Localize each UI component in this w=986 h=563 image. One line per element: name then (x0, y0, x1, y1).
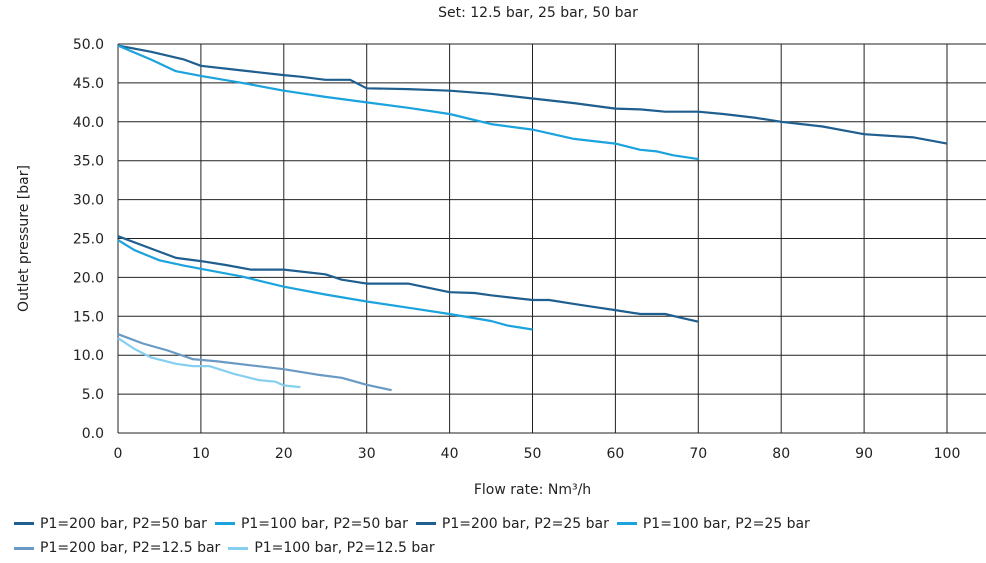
legend-item: P1=200 bar, P2=12.5 bar (14, 537, 220, 559)
legend-label: P1=200 bar, P2=25 bar (441, 515, 609, 532)
y-tick-label: 0.0 (82, 426, 104, 442)
y-tick-label: 15.0 (73, 309, 104, 325)
legend-swatch (616, 522, 637, 525)
legend-swatch (14, 546, 34, 550)
x-tick-label: 0 (114, 446, 123, 462)
legend-label: P1=200 bar, P2=50 bar (40, 515, 207, 532)
y-tick-label: 25.0 (73, 232, 104, 248)
legend-item: P1=100 bar, P2=25 bar (616, 513, 810, 535)
y-tick-label: 50.0 (73, 37, 104, 53)
legend-label: P1=200 bar, P2=12.5 bar (40, 540, 221, 556)
y-tick-label: 20.0 (73, 270, 104, 286)
legend-swatch (415, 522, 436, 525)
series-line (117, 337, 301, 389)
x-tick-label: 80 (772, 446, 790, 462)
legend-item: P1=200 bar, P2=50 bar (14, 513, 207, 535)
legend: P1=200 bar, P2=50 bar P1=100 bar, P2=50 b… (14, 510, 914, 559)
y-tick-label: 10.0 (73, 348, 104, 364)
legend-swatch (14, 522, 34, 525)
y-tick-label: 45.0 (73, 76, 104, 92)
legend-item: P1=200 bar, P2=25 bar (415, 513, 609, 535)
legend-label: P1=100 bar, P2=12.5 bar (254, 540, 435, 556)
line-chart: 0.0 5.0 10.0 15.0 20.0 25.0 30.0 35.0 40.0 45.0 50… (16, 37, 986, 498)
chart-title: Set: 12.5 bar, 25 bar, 50 bar (438, 5, 638, 21)
x-tick-label: 100 (934, 446, 961, 462)
y-tick-label: 30.0 (73, 193, 104, 209)
x-tick-label: 90 (855, 446, 873, 462)
x-tick-label: 70 (689, 446, 707, 462)
series-line (117, 239, 533, 331)
x-tick-label: 50 (524, 446, 542, 462)
x-tick-label: 60 (606, 446, 624, 462)
axes: 0.0 5.0 10.0 15.0 20.0 25.0 30.0 35.0 40.0 45.0 50… (73, 37, 961, 462)
legend-label: P1=100 bar, P2=25 bar (642, 515, 810, 532)
y-tick-label: 5.0 (82, 387, 104, 403)
legend-item: P1=100 bar, P2=12.5 bar (228, 537, 435, 559)
y-tick-label: 35.0 (73, 154, 104, 170)
series-line (117, 235, 699, 323)
x-tick-label: 30 (358, 446, 376, 462)
series-line (117, 44, 948, 145)
legend-label: P1=100 bar, P2=50 bar (240, 515, 408, 532)
legend-item: P1=100 bar, P2=50 bar (214, 513, 408, 535)
legend-swatch (228, 546, 249, 550)
grid-lines (117, 43, 986, 434)
legend-swatch (214, 522, 235, 525)
x-tick-label: 10 (192, 446, 210, 462)
y-tick-label: 40.0 (73, 115, 104, 131)
series-line (117, 333, 392, 392)
y-axis-label: Outlet pressure [bar] (16, 165, 32, 312)
x-tick-label: 40 (441, 446, 459, 462)
x-tick-label: 20 (275, 446, 293, 462)
series-line (117, 44, 699, 161)
x-axis-label: Flow rate: Nm³/h (474, 482, 591, 498)
series-lines (117, 44, 948, 392)
